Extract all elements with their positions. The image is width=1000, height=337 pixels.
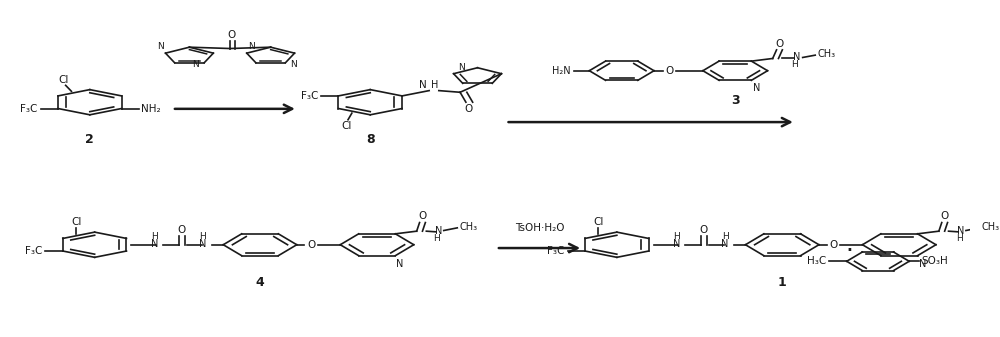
Text: N: N	[753, 83, 761, 93]
Text: N: N	[435, 225, 442, 236]
Text: N: N	[193, 60, 199, 69]
Text: O: O	[178, 225, 186, 235]
Text: H: H	[434, 234, 440, 243]
Text: Cl: Cl	[59, 75, 69, 85]
Text: CH₃: CH₃	[459, 222, 477, 232]
Text: N: N	[673, 239, 680, 249]
Text: N: N	[396, 258, 404, 269]
Text: O: O	[228, 30, 236, 40]
Text: N: N	[199, 239, 207, 249]
Text: O: O	[829, 240, 838, 250]
Text: N: N	[151, 239, 158, 249]
Text: H: H	[722, 232, 729, 241]
Text: H: H	[200, 232, 206, 241]
Text: CH₃: CH₃	[817, 50, 835, 60]
Text: 3: 3	[731, 94, 740, 108]
Text: H: H	[956, 234, 963, 243]
Text: N: N	[157, 42, 164, 51]
Text: N: N	[290, 60, 297, 69]
Text: O: O	[665, 66, 674, 76]
Text: F₃C: F₃C	[20, 103, 38, 114]
Text: F₃C: F₃C	[25, 246, 43, 256]
Text: H₂N: H₂N	[552, 66, 571, 76]
Text: N: N	[793, 53, 800, 62]
Text: O: O	[700, 225, 708, 235]
Text: TsOH·H₂O: TsOH·H₂O	[515, 223, 564, 233]
Text: N: N	[919, 258, 926, 269]
Text: H: H	[151, 232, 158, 241]
Text: N: N	[419, 80, 427, 90]
Text: 8: 8	[366, 133, 375, 146]
Text: ·: ·	[845, 239, 853, 263]
Text: Cl: Cl	[593, 217, 604, 227]
Text: Cl: Cl	[71, 217, 81, 227]
Text: SO₃H: SO₃H	[922, 256, 948, 266]
Text: F₃C: F₃C	[547, 246, 565, 256]
Text: Cl: Cl	[341, 121, 351, 131]
Text: O: O	[418, 211, 427, 221]
Text: O: O	[465, 104, 473, 114]
Text: NH₂: NH₂	[141, 103, 161, 114]
Text: N: N	[248, 42, 255, 51]
Text: H: H	[673, 232, 680, 241]
Text: H: H	[431, 80, 438, 90]
Text: H: H	[792, 60, 798, 69]
Text: O: O	[941, 211, 949, 221]
Text: F₃C: F₃C	[301, 91, 318, 101]
Text: N: N	[721, 239, 729, 249]
Text: CH₃: CH₃	[981, 222, 1000, 232]
Text: 4: 4	[256, 276, 264, 288]
Text: O: O	[775, 38, 784, 49]
Text: 1: 1	[778, 276, 787, 288]
Text: N: N	[957, 225, 965, 236]
Text: 2: 2	[85, 133, 94, 146]
Text: H₃C: H₃C	[807, 256, 826, 266]
Text: O: O	[307, 240, 315, 250]
Text: N: N	[458, 63, 465, 72]
